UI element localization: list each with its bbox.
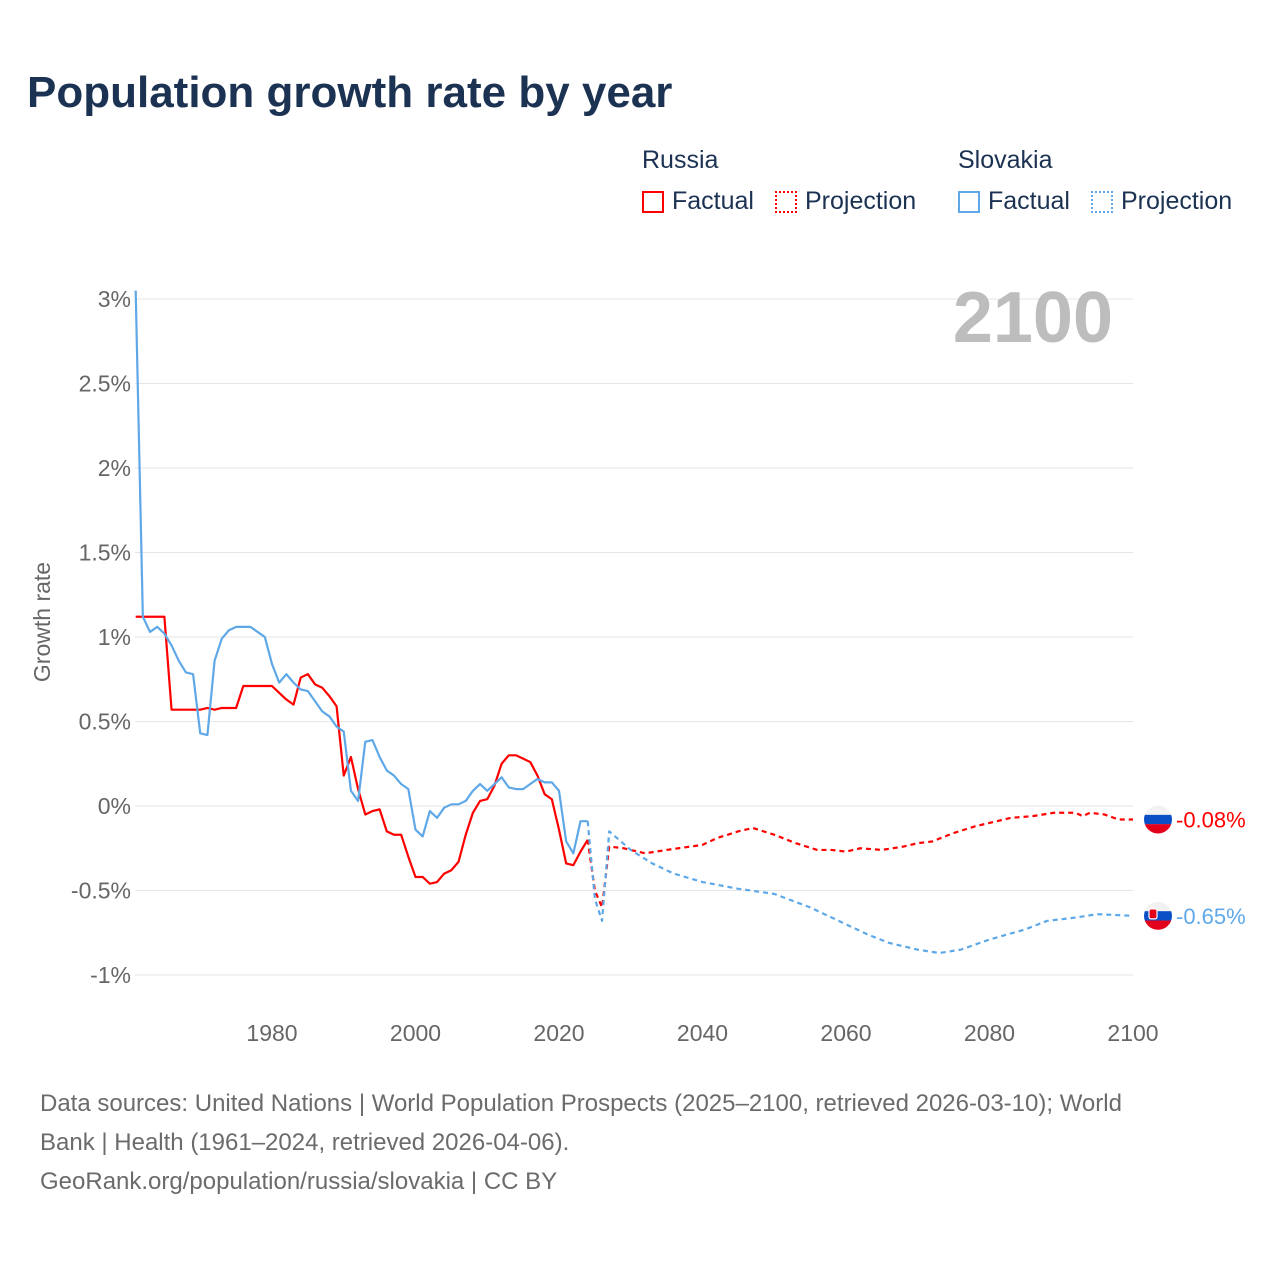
series-line-slovakia-projection [586,821,1134,955]
x-tick-label: 2020 [533,1020,584,1046]
line-chart: 3% 2.5% 2% 1.5% 1% 0.5% 0% -0.5% -1% 1980 2000 2020… [29,278,1246,1046]
solid-swatch-icon [642,190,664,213]
legend-group-slovakia: Slovakia [958,146,1053,174]
footer-sources-1: Data sources: United Nations | World Pop… [40,1090,1122,1117]
page-title: Population growth rate by year [27,68,673,117]
footer-sources-2: Bank | Health (1961–2024, retrieved 2026… [40,1129,570,1156]
x-tick-label: 1980 [246,1020,297,1046]
legend-label: Factual [988,187,1070,215]
year-watermark: 2100 [953,278,1113,358]
y-tick-label: 2% [98,455,131,481]
legend-label: Projection [1121,187,1233,215]
x-tick-label: 2080 [964,1020,1015,1046]
legend-russia-factual[interactable]: Factual [642,187,754,216]
end-value-label: -0.08% [1176,808,1246,833]
russia-flag-icon [1144,805,1172,834]
series-line-slovakia-factual [134,290,588,855]
dotted-swatch-icon [775,190,797,213]
footer-link[interactable]: GeoRank.org/population/russia/slovakia |… [40,1168,558,1195]
y-tick-label: 0.5% [79,709,131,735]
solid-swatch-icon [958,190,980,213]
x-tick-label: 2100 [1107,1020,1158,1046]
legend-russia-projection[interactable]: Projection [775,187,916,216]
legend-slovakia-factual[interactable]: Factual [958,187,1070,216]
legend-group-russia: Russia [642,146,719,174]
legend-label: Factual [672,187,754,215]
y-tick-label: 1% [98,624,131,650]
slovakia-flag-icon [1144,901,1172,930]
legend-slovakia-projection[interactable]: Projection [1091,187,1232,216]
end-value-label: -0.65% [1176,904,1246,929]
series-line-russia-factual [135,615,589,885]
legend-label: Projection [805,187,917,215]
series-line-russia-projection [586,811,1133,909]
y-tick-label: 0% [98,793,131,819]
y-tick-label: 3% [98,286,131,312]
y-axis-label: Growth rate [29,562,55,682]
dotted-swatch-icon [1091,190,1113,213]
y-tick-label: 2.5% [79,371,131,397]
y-tick-label: -0.5% [71,878,131,904]
x-tick-label: 2040 [677,1020,728,1046]
y-tick-label: -1% [90,962,131,988]
x-tick-label: 2000 [390,1020,441,1046]
y-tick-label: 1.5% [79,540,131,566]
x-tick-label: 2060 [820,1020,871,1046]
